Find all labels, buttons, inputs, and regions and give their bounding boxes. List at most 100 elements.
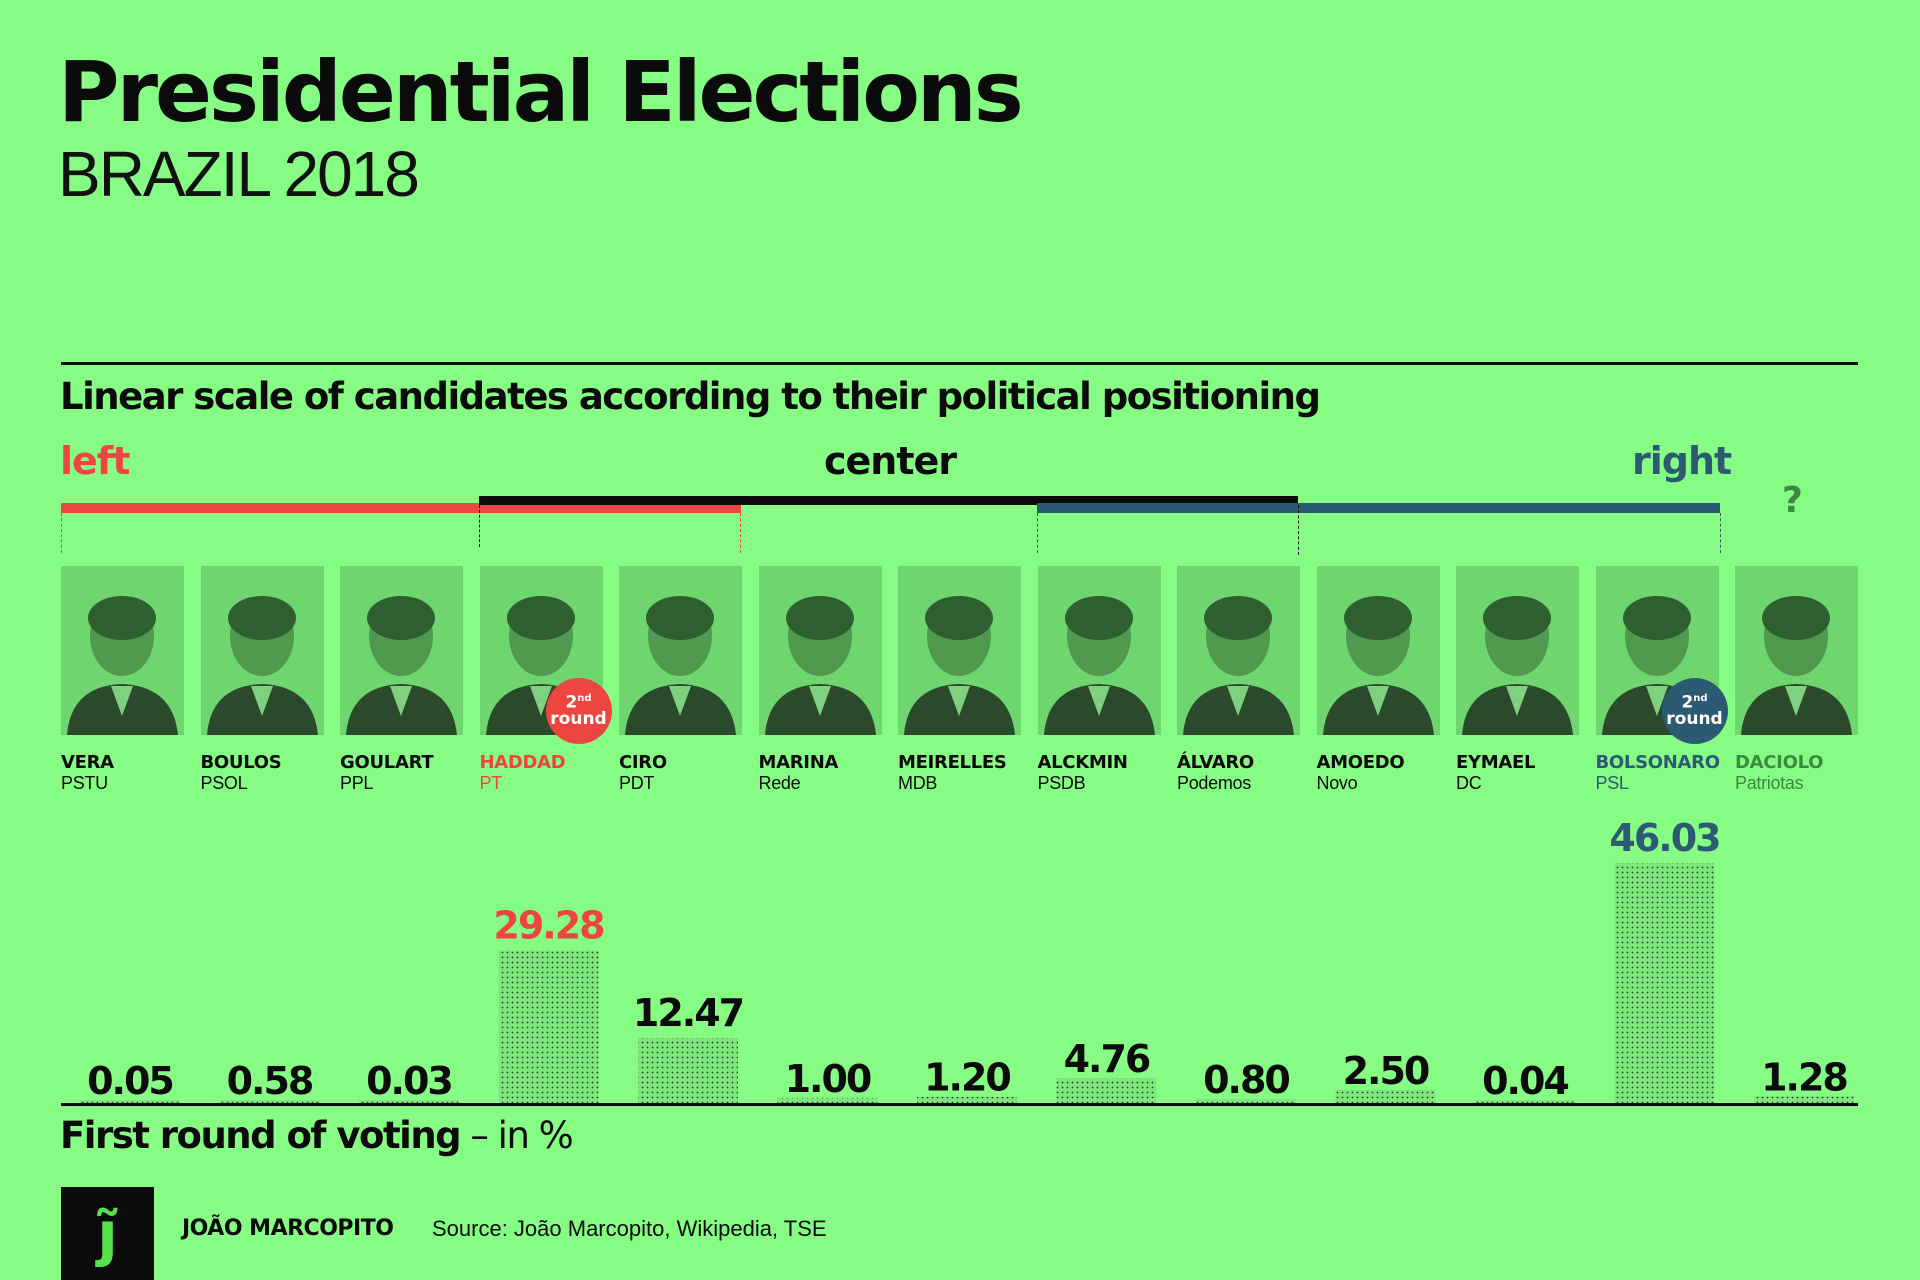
badge-word: round	[550, 709, 607, 730]
vote-heading-bold: First round of voting	[60, 1114, 462, 1157]
vote-bar	[638, 1037, 738, 1103]
person-silhouette-icon	[1741, 596, 1852, 735]
badge-ordinal-suffix: nd	[577, 692, 592, 704]
vote-bar	[917, 1096, 1017, 1103]
vote-bar	[219, 1099, 320, 1103]
candidate-name: DACIOLO	[1735, 752, 1824, 773]
candidate-photo	[1735, 566, 1858, 735]
candidate-party: MDB	[898, 773, 938, 793]
candidate-party: PSOL	[200, 773, 248, 793]
candidate-photo	[758, 566, 882, 735]
vote-bar	[1196, 1098, 1296, 1103]
vote-value-label: 1.00	[785, 1057, 871, 1101]
left-label: left	[60, 439, 130, 483]
candidate-name: AMOEDO	[1316, 752, 1405, 773]
vote-value-label: 0.58	[227, 1059, 313, 1103]
candidate-name: ALCKMIN	[1037, 752, 1128, 773]
badge-word: round	[1666, 709, 1723, 730]
spectrum-tick	[61, 513, 62, 553]
person-silhouette-icon	[485, 596, 597, 735]
spectrum-right-bar	[1037, 503, 1720, 513]
spectrum-tick	[1298, 505, 1299, 555]
candidate-photo	[340, 566, 463, 735]
candidate-name: BOULOS	[200, 752, 282, 773]
candidate-party: Novo	[1316, 773, 1358, 793]
vote-value-label: 0.03	[366, 1059, 452, 1103]
vote-value-label: 1.20	[924, 1056, 1010, 1100]
person-silhouette-icon	[904, 596, 1015, 735]
candidate-name: EYMAEL	[1456, 752, 1536, 773]
person-silhouette-icon	[1322, 596, 1434, 735]
candidate-photo	[898, 566, 1021, 735]
candidate-party: Rede	[758, 773, 801, 793]
vote-heading-unit: – in %	[460, 1114, 573, 1157]
person-silhouette-icon	[1462, 596, 1573, 735]
author-logo: j̃	[61, 1187, 154, 1280]
second-round-badge: 2nd round	[1661, 678, 1728, 744]
vote-value-label: 0.04	[1482, 1059, 1568, 1103]
divider	[61, 362, 1858, 365]
vote-value-label: 29.28	[493, 903, 604, 947]
candidate-photo	[1177, 566, 1300, 735]
vote-bar	[1754, 1096, 1854, 1103]
candidate-name: ÁLVARO	[1177, 752, 1254, 773]
spectrum-tick	[740, 513, 741, 553]
person-silhouette-icon	[625, 596, 736, 735]
candidate-name: HADDAD	[479, 752, 566, 773]
candidate-party: PPL	[340, 773, 374, 793]
candidate-name: MARINA	[758, 752, 839, 773]
unknown-position-label: ?	[1782, 480, 1803, 521]
vote-bar	[1475, 1100, 1575, 1103]
person-silhouette-icon	[764, 596, 876, 735]
second-round-badge: 2nd round	[545, 678, 612, 744]
candidate-photo	[1037, 566, 1161, 735]
vote-value-label: 2.50	[1343, 1049, 1429, 1093]
vote-value-label: 4.76	[1064, 1037, 1150, 1081]
candidate-party: PSL	[1595, 773, 1629, 793]
person-silhouette-icon	[206, 596, 318, 735]
vote-bar	[80, 1100, 180, 1103]
page-title: Presidential Elections	[58, 43, 1024, 141]
source-credit: Source: João Marcopito, Wikipedia, TSE	[432, 1216, 827, 1241]
vote-bar	[1614, 863, 1715, 1103]
candidate-name: MEIRELLES	[898, 752, 1007, 773]
vote-bar	[1335, 1089, 1436, 1103]
candidate-party: Podemos	[1177, 773, 1251, 793]
vote-bar	[777, 1097, 878, 1103]
chart-baseline	[61, 1103, 1858, 1106]
scale-heading: Linear scale of candidates according to …	[60, 375, 1321, 418]
vote-heading: First round of voting – in %	[60, 1114, 574, 1157]
page-subtitle: BRAZIL 2018	[58, 138, 420, 210]
person-silhouette-icon	[1183, 596, 1294, 735]
candidate-party: PSTU	[61, 773, 108, 793]
candidate-photo	[61, 566, 184, 735]
candidate-party: DC	[1456, 773, 1482, 793]
vote-bar	[498, 950, 599, 1103]
candidate-photo	[1456, 566, 1579, 735]
candidate-name: CIRO	[619, 752, 667, 773]
badge-ordinal: 2nd	[565, 692, 592, 713]
author-name: JOÃO MARCOPITO	[182, 1216, 394, 1241]
candidate-photo	[619, 566, 742, 735]
right-label: right	[1632, 439, 1732, 483]
spectrum-tick	[479, 505, 480, 547]
vote-bar	[359, 1100, 459, 1103]
spectrum-tick	[1037, 513, 1038, 553]
spectrum-left-bar	[61, 503, 741, 513]
candidate-photo	[1316, 566, 1440, 735]
candidate-party: PSDB	[1037, 773, 1086, 793]
candidate-photo	[479, 566, 603, 735]
badge-ordinal: 2nd	[1681, 692, 1708, 713]
candidate-name: BOLSONARO	[1595, 752, 1721, 773]
candidate-party: Patriotas	[1735, 773, 1804, 793]
vote-value-label: 1.28	[1761, 1055, 1847, 1099]
vote-bar	[1056, 1078, 1157, 1103]
person-silhouette-icon	[346, 596, 457, 735]
vote-value-label: 0.05	[87, 1059, 173, 1103]
spectrum-center-bar	[479, 496, 1298, 505]
person-silhouette-icon	[67, 596, 178, 735]
vote-value-label: 12.47	[633, 991, 743, 1035]
center-label: center	[824, 439, 957, 483]
candidate-name: VERA	[61, 752, 114, 773]
